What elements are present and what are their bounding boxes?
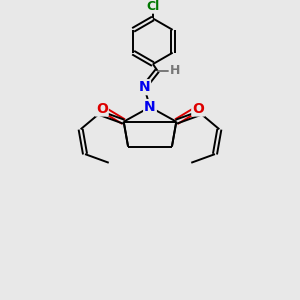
Text: H: H [170,64,180,77]
Text: O: O [96,101,108,116]
Text: N: N [144,100,156,114]
Text: O: O [192,101,204,116]
Text: Cl: Cl [146,0,160,13]
Text: N: N [138,80,150,94]
